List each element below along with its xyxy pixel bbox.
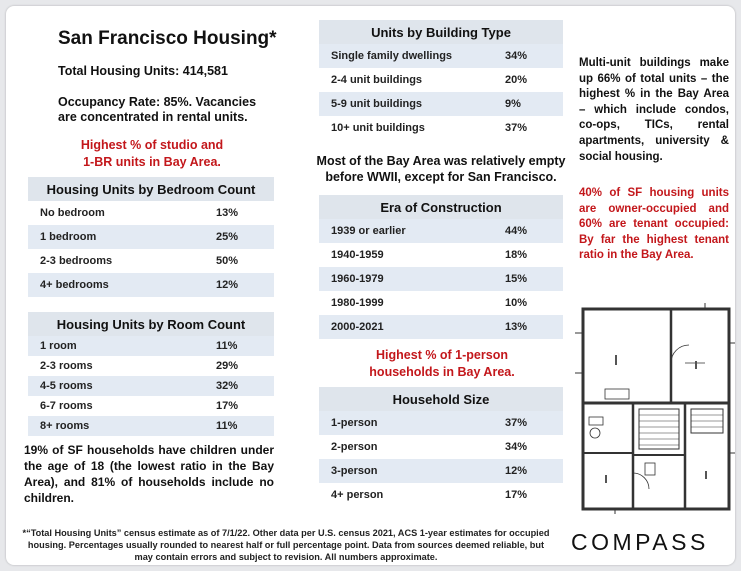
children-note: 19% of SF households have children under… (24, 443, 274, 505)
household-table: Household Size 1-person 37% 2-person 34% 3… (319, 387, 563, 507)
row-label: 1 room (28, 336, 216, 356)
row-label: 1960-1979 (319, 267, 505, 291)
row-value: 11% (216, 336, 274, 356)
table-row: 5-9 unit buildings 9% (319, 92, 563, 116)
row-label: 8+ rooms (28, 416, 216, 436)
floorplan-image (575, 303, 735, 514)
one-person-note-line-1: Highest % of 1-person (376, 348, 508, 362)
row-value: 17% (216, 396, 274, 416)
row-label: 2-3 bedrooms (28, 249, 216, 273)
row-value: 13% (505, 315, 563, 339)
owner-note: 40% of SF housing units are owner-occupi… (579, 187, 729, 262)
row-label: No bedroom (28, 201, 216, 225)
row-label: 2-3 rooms (28, 356, 216, 376)
row-value: 15% (505, 267, 563, 291)
multiunit-note: Multi-unit buildings make up 66% of tota… (579, 57, 729, 163)
compass-logo: COMPASS (571, 529, 709, 555)
era-table-title: Era of Construction (319, 195, 563, 219)
row-value: 34% (505, 44, 563, 68)
row-label: 4+ person (319, 483, 505, 507)
studio-note-line-1: Highest % of studio and (80, 138, 224, 152)
table-row: 1939 or earlier 44% (319, 219, 563, 243)
occupancy-line-1: Occupancy Rate: 85%. Vacancies (58, 95, 257, 109)
row-label: 1980-1999 (319, 291, 505, 315)
row-value: 44% (505, 219, 563, 243)
row-value: 10% (505, 291, 563, 315)
studio-note: Highest % of studio and 1-BR units in Ba… (46, 137, 258, 171)
room-table: Housing Units by Room Count 1 room 11% 2-… (28, 312, 274, 436)
page-title: San Francisco Housing* (58, 28, 277, 49)
row-label: 4+ bedrooms (28, 273, 216, 297)
table-row: 6-7 rooms 17% (28, 396, 274, 416)
row-value: 18% (505, 243, 563, 267)
row-label: 4-5 rooms (28, 376, 216, 396)
row-label: 3-person (319, 459, 505, 483)
row-label: 10+ unit buildings (319, 116, 505, 140)
row-value: 17% (505, 483, 563, 507)
row-label: 2-4 unit buildings (319, 68, 505, 92)
row-value: 29% (216, 356, 274, 376)
table-row: 2-3 bedrooms 50% (28, 249, 274, 273)
footnote: *“Total Housing Units” census estimate a… (22, 528, 550, 562)
row-label: 1-person (319, 411, 505, 435)
table-row: 4-5 rooms 32% (28, 376, 274, 396)
table-row: 2-4 unit buildings 20% (319, 68, 563, 92)
table-row: 4+ person 17% (319, 483, 563, 507)
table-row: No bedroom 13% (28, 201, 274, 225)
table-row: 1960-1979 15% (319, 267, 563, 291)
total-units: Total Housing Units: 414,581 (58, 64, 228, 78)
table-row: 1 bedroom 25% (28, 225, 274, 249)
building-table-title: Units by Building Type (319, 20, 563, 44)
row-value: 32% (216, 376, 274, 396)
row-value: 20% (505, 68, 563, 92)
row-value: 12% (505, 459, 563, 483)
row-label: 5-9 unit buildings (319, 92, 505, 116)
table-row: 1 room 11% (28, 336, 274, 356)
wwii-note: Most of the Bay Area was relatively empt… (310, 153, 572, 185)
room-table-title: Housing Units by Room Count (28, 312, 274, 336)
table-row: 2-3 rooms 29% (28, 356, 274, 376)
one-person-note: Highest % of 1-person households in Bay … (336, 347, 548, 381)
row-label: 6-7 rooms (28, 396, 216, 416)
table-row: 4+ bedrooms 12% (28, 273, 274, 297)
wwii-note-line-1: Most of the Bay Area was relatively empt… (316, 154, 566, 168)
household-table-title: Household Size (319, 387, 563, 411)
row-label: 1 bedroom (28, 225, 216, 249)
row-value: 37% (505, 411, 563, 435)
row-label: 1939 or earlier (319, 219, 505, 243)
table-row: Single family dwellings 34% (319, 44, 563, 68)
wwii-note-line-2: before WWII, except for San Francisco. (325, 170, 557, 184)
one-person-note-line-2: households in Bay Area. (369, 365, 515, 379)
table-row: 1940-1959 18% (319, 243, 563, 267)
table-row: 3-person 12% (319, 459, 563, 483)
row-value: 9% (505, 92, 563, 116)
page: San Francisco Housing* Total Housing Uni… (6, 6, 735, 565)
bedroom-table-title: Housing Units by Bedroom Count (28, 177, 274, 201)
table-row: 10+ unit buildings 37% (319, 116, 563, 140)
row-label: 2-person (319, 435, 505, 459)
table-row: 2-person 34% (319, 435, 563, 459)
row-value: 34% (505, 435, 563, 459)
table-row: 8+ rooms 11% (28, 416, 274, 436)
floorplan-icon (575, 303, 735, 514)
row-value: 12% (216, 273, 274, 297)
row-label: 2000-2021 (319, 315, 505, 339)
row-value: 11% (216, 416, 274, 436)
row-label: Single family dwellings (319, 44, 505, 68)
building-table: Units by Building Type Single family dwe… (319, 20, 563, 140)
table-row: 1980-1999 10% (319, 291, 563, 315)
row-value: 25% (216, 225, 274, 249)
row-value: 37% (505, 116, 563, 140)
table-row: 2000-2021 13% (319, 315, 563, 339)
studio-note-line-2: 1-BR units in Bay Area. (83, 155, 221, 169)
bedroom-table: Housing Units by Bedroom Count No bedroo… (28, 177, 274, 297)
row-value: 13% (216, 201, 274, 225)
row-label: 1940-1959 (319, 243, 505, 267)
row-value: 50% (216, 249, 274, 273)
table-row: 1-person 37% (319, 411, 563, 435)
era-table: Era of Construction 1939 or earlier 44% 1… (319, 195, 563, 339)
occupancy-line-2: are concentrated in rental units. (58, 110, 248, 124)
